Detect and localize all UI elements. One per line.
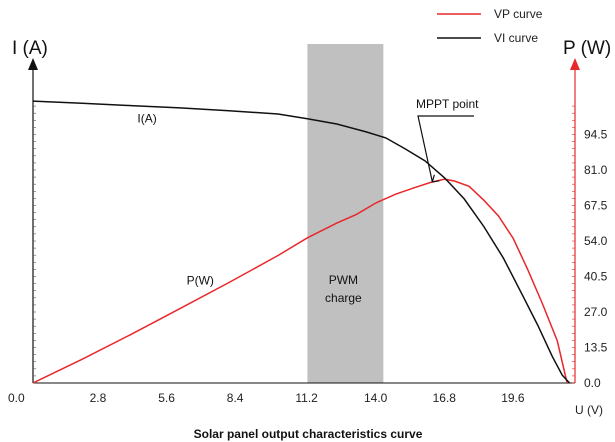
left-y-axis-arrow-icon — [28, 58, 38, 70]
mppt-arrow-icon — [431, 174, 440, 183]
right-y-tick-label: 27.0 — [584, 305, 608, 319]
right-y-tick-labels: 0.0 13.5 27.0 40.5 54.0 67.5 81.0 94.5 — [584, 128, 608, 390]
x-tick-label: 0.0 — [8, 391, 25, 405]
right-y-tick-label: 81.0 — [584, 163, 608, 177]
mppt-leader-line — [417, 115, 474, 182]
x-axis-unit-label: U (V) — [575, 403, 603, 417]
x-tick-label: 5.6 — [158, 391, 175, 405]
annotation-mppt-point: MPPT point — [416, 97, 479, 111]
right-y-tick-label: 13.5 — [584, 341, 608, 355]
x-tick-labels: 0.0 2.8 5.6 8.4 11.2 14.0 16.8 19.6 — [8, 391, 525, 405]
x-tick-label: 16.8 — [433, 391, 457, 405]
right-y-tick-label: 54.0 — [584, 234, 608, 248]
right-y-tick-label: 40.5 — [584, 270, 608, 284]
right-y-tick-label: 67.5 — [584, 199, 608, 213]
legend-vi-label: VI curve — [494, 31, 538, 45]
right-axis-minor-ticks — [572, 105, 575, 384]
x-tick-label: 14.0 — [364, 391, 388, 405]
vp-curve-line — [32, 178, 568, 384]
x-tick-label: 19.6 — [501, 391, 525, 405]
left-axis-minor-ticks — [33, 105, 36, 384]
right-y-tick-label: 0.0 — [584, 376, 601, 390]
right-y-tick-label: 94.5 — [584, 128, 608, 142]
right-y-axis-arrow-icon — [570, 58, 580, 70]
vi-curve-line — [32, 100, 571, 384]
annotation-i-a: I(A) — [137, 112, 156, 126]
x-tick-label: 2.8 — [90, 391, 107, 405]
pwm-charge-region — [307, 44, 384, 383]
left-y-axis-title: I (A) — [12, 38, 48, 59]
x-tick-label: 8.4 — [227, 391, 244, 405]
legend-vp-label: VP curve — [494, 7, 543, 21]
chart-title: Solar panel output characteristics curve — [194, 427, 423, 441]
x-tick-label: 11.2 — [295, 391, 318, 405]
pwm-label-line1: PWM — [329, 273, 358, 287]
pwm-label-line2: charge — [325, 291, 362, 305]
right-y-axis-title: P (W) — [563, 38, 611, 59]
annotation-p-w: P(W) — [187, 274, 214, 288]
